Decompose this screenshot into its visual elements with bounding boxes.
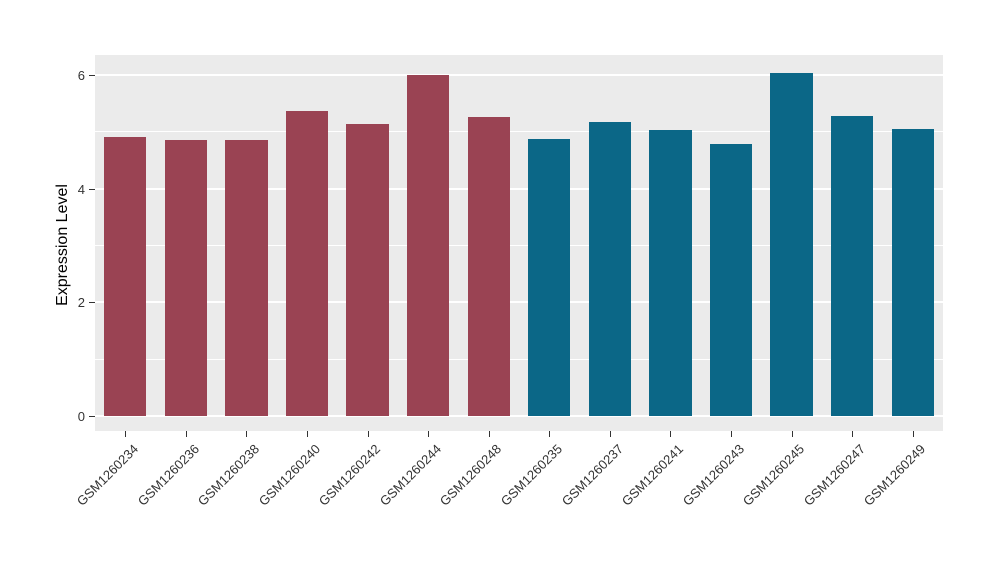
major-gridline: [95, 415, 943, 418]
bar: [709, 144, 753, 417]
x-axis-tick-label: GSM1260240: [255, 441, 323, 509]
x-axis-tick: [791, 431, 793, 437]
bar: [891, 128, 934, 417]
y-axis-tick-label: 4: [77, 181, 85, 197]
bar: [467, 117, 510, 417]
x-axis-tick: [609, 431, 611, 437]
x-axis-tick: [731, 431, 732, 437]
y-axis-tick-label: 6: [77, 67, 85, 83]
bar: [164, 139, 208, 417]
bar: [528, 139, 571, 417]
y-axis-tick-label: 0: [77, 409, 85, 425]
x-axis-tick: [307, 431, 308, 437]
y-axis-tick: [89, 416, 95, 418]
x-axis-tick-label: GSM1260237: [558, 441, 626, 509]
bar: [346, 123, 389, 417]
bar: [830, 115, 874, 417]
bar: [225, 139, 268, 417]
x-axis-tick: [246, 431, 248, 437]
y-axis-tick: [89, 74, 95, 76]
x-axis-tick-label: GSM1260243: [679, 441, 747, 509]
y-axis-tick-label: 2: [77, 295, 85, 311]
x-axis-tick: [912, 431, 914, 437]
x-axis-tick: [670, 431, 672, 437]
x-axis-tick-label: GSM1260248: [437, 441, 505, 509]
minor-gridline: [95, 245, 943, 247]
bar: [649, 130, 692, 417]
x-axis-tick: [125, 431, 127, 437]
x-axis-tick-label: GSM1260235: [497, 441, 566, 509]
x-axis-tick-label: GSM1260245: [740, 441, 808, 509]
major-gridline: [95, 73, 943, 76]
x-axis-tick-label: GSM1260249: [861, 441, 929, 509]
x-axis-tick: [852, 431, 854, 437]
bar: [588, 122, 632, 417]
plot-panel: [95, 55, 943, 431]
minor-gridline: [95, 131, 943, 133]
x-axis-tick-label: GSM1260241: [618, 441, 687, 509]
y-axis-tick: [89, 188, 95, 190]
x-axis-tick-label: GSM1260247: [800, 441, 869, 509]
bar: [770, 73, 813, 417]
bar: [406, 74, 450, 417]
x-axis-tick: [428, 431, 430, 437]
x-axis-tick: [367, 431, 369, 437]
x-axis-tick: [549, 431, 551, 437]
bar: [104, 136, 147, 417]
x-axis-tick: [185, 431, 187, 437]
major-gridline: [95, 187, 943, 190]
major-gridline: [95, 301, 943, 304]
x-axis-tick: [488, 431, 490, 437]
x-axis-tick-label: GSM1260242: [316, 441, 384, 509]
minor-gridline: [95, 358, 943, 360]
x-axis-tick-label: GSM1260236: [134, 441, 202, 509]
bar: [285, 110, 329, 417]
x-axis-tick-label: GSM1260234: [73, 441, 142, 509]
y-axis-title: Expression Level: [54, 184, 71, 306]
y-axis-tick: [89, 302, 95, 304]
x-axis-tick-label: GSM1260238: [194, 441, 263, 509]
x-axis-tick-label: GSM1260244: [376, 441, 445, 509]
